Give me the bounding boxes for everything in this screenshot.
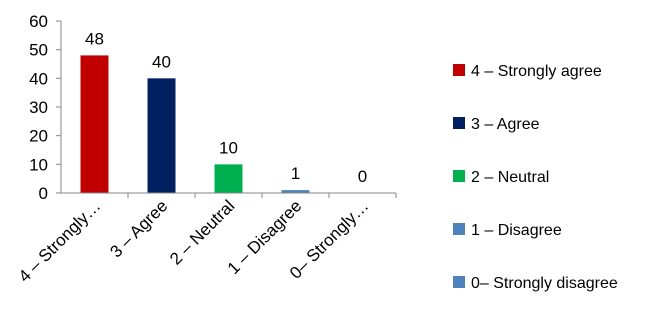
- bars: [80, 55, 310, 194]
- data-label: 48: [85, 29, 104, 48]
- y-tick-label: 20: [29, 127, 48, 146]
- data-label: 10: [219, 138, 238, 157]
- bar: [147, 78, 176, 193]
- bar: [214, 164, 243, 193]
- legend-swatch: [453, 64, 465, 76]
- bar: [281, 190, 310, 193]
- x-tick-label: 2 – Neutral: [166, 196, 238, 268]
- data-label: 40: [152, 52, 171, 71]
- legend-label: 1 – Disagree: [471, 222, 562, 239]
- legend-swatch: [453, 276, 465, 288]
- legend-swatch: [453, 170, 465, 182]
- y-axis: 0 10 20 30 40 50 60: [29, 12, 62, 203]
- legend-label: 3 – Agree: [471, 116, 540, 133]
- x-tick-label: 3 – Agree: [106, 196, 171, 261]
- legend-label: 4 – Strongly agree: [471, 63, 602, 80]
- data-label: 1: [291, 164, 300, 183]
- legend: 4 – Strongly agree 3 – Agree 2 – Neutral 1 …: [453, 63, 618, 292]
- legend-label: 2 – Neutral: [471, 169, 549, 186]
- y-tick-label: 30: [29, 98, 48, 117]
- y-tick-label: 60: [29, 12, 48, 31]
- legend-label: 0– Strongly disagree: [471, 275, 618, 292]
- legend-swatch: [453, 223, 465, 235]
- bar: [80, 55, 109, 194]
- y-tick-label: 40: [29, 69, 48, 88]
- y-tick-label: 0: [39, 184, 48, 203]
- y-tick-label: 10: [29, 155, 48, 174]
- data-label: 0: [358, 167, 367, 186]
- y-tick-label: 50: [29, 41, 48, 60]
- x-tick-label: 4 – Strongly…: [15, 196, 105, 286]
- legend-swatch: [453, 117, 465, 129]
